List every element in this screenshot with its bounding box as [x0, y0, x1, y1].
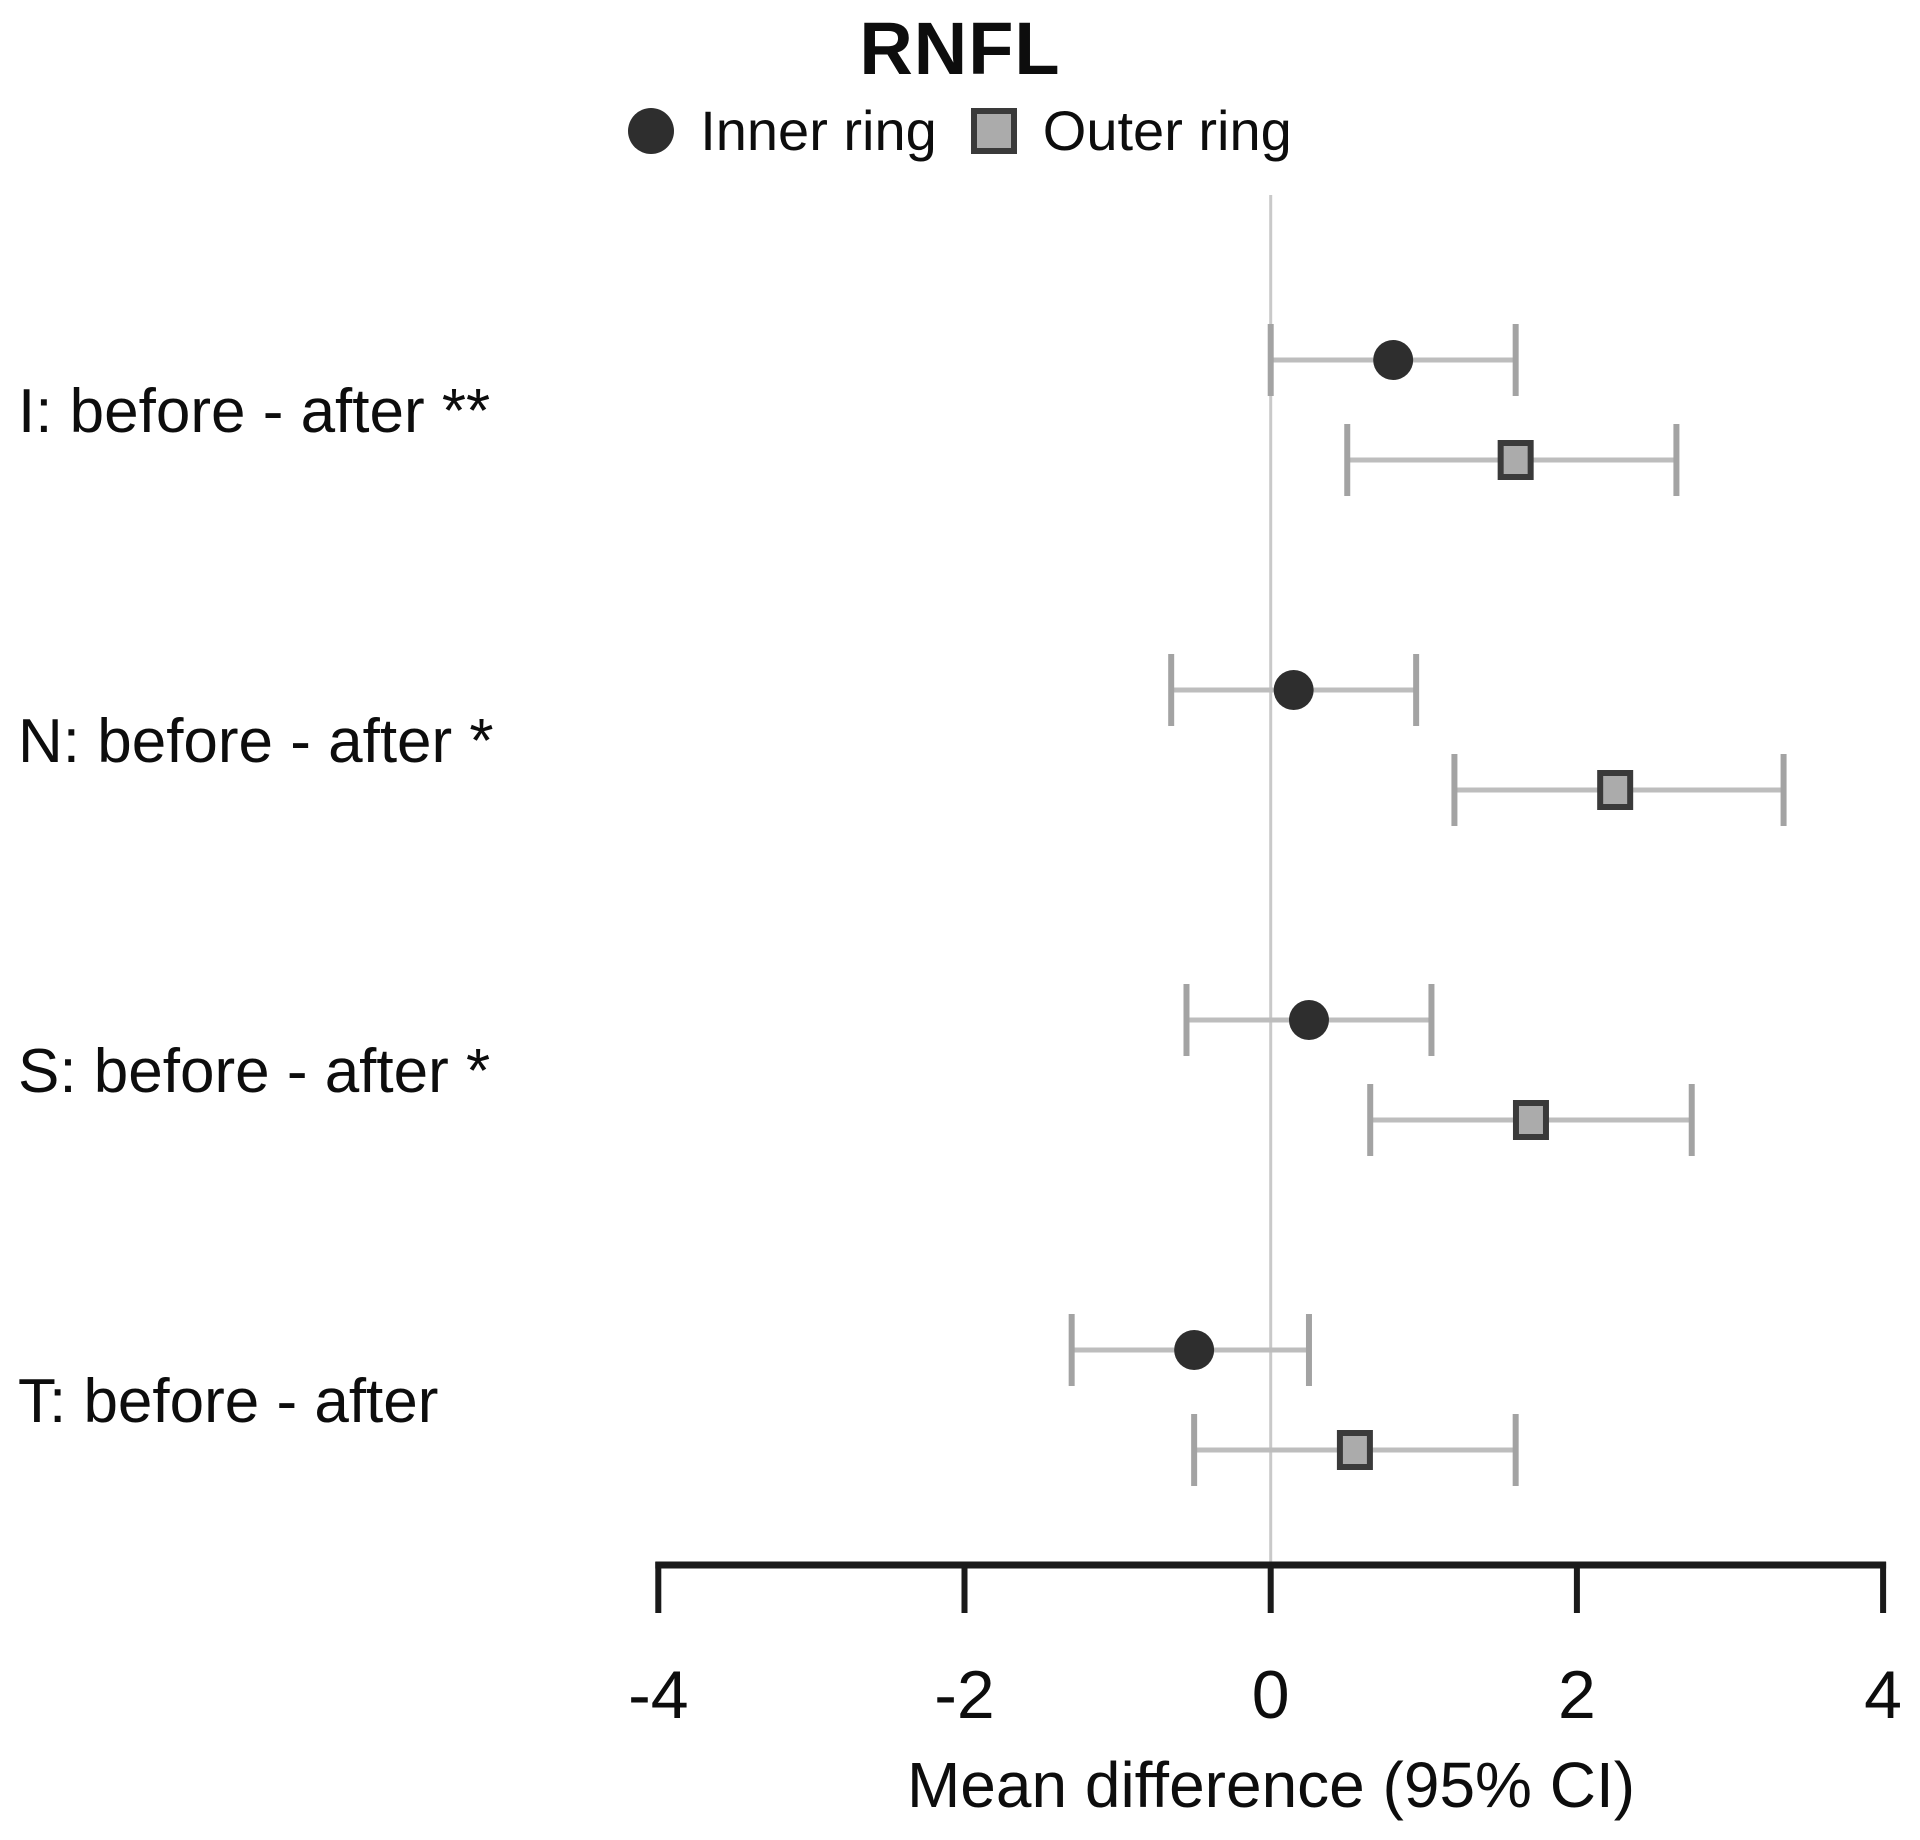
mean-marker-circle: [1373, 340, 1414, 380]
mean-marker-square: [1336, 1430, 1373, 1470]
legend-label-inner: Inner ring: [700, 99, 937, 162]
legend: Inner ring Outer ring: [0, 98, 1920, 163]
outer-ring-marker-icon: [970, 107, 1017, 154]
mean-marker-square: [1497, 440, 1534, 480]
legend-label-outer: Outer ring: [1042, 99, 1292, 162]
x-tick-label: 0: [1252, 1657, 1290, 1733]
x-tick-label: -4: [628, 1657, 688, 1733]
mean-marker-circle: [1288, 1000, 1329, 1040]
x-tick-label: 4: [1864, 1657, 1902, 1733]
mean-marker-square: [1512, 1100, 1549, 1140]
mean-marker-circle: [1273, 670, 1314, 710]
row-label: N: before - after *: [18, 707, 494, 776]
x-tick-label: -2: [934, 1657, 994, 1733]
legend-item-inner-ring: Inner ring: [628, 98, 937, 163]
inner-ring-marker-icon: [628, 107, 675, 154]
legend-item-outer-ring: Outer ring: [970, 98, 1292, 163]
row-label: T: before - after: [18, 1367, 438, 1436]
row-label: I: before - after **: [18, 377, 490, 446]
row-label: S: before - after *: [18, 1037, 490, 1106]
chart-title: RNFL: [859, 7, 1061, 90]
mean-marker-circle: [1174, 1330, 1215, 1370]
x-tick-label: 2: [1558, 1657, 1596, 1733]
x-axis-label: Mean difference (95% CI): [906, 1749, 1636, 1821]
mean-marker-square: [1597, 770, 1634, 810]
